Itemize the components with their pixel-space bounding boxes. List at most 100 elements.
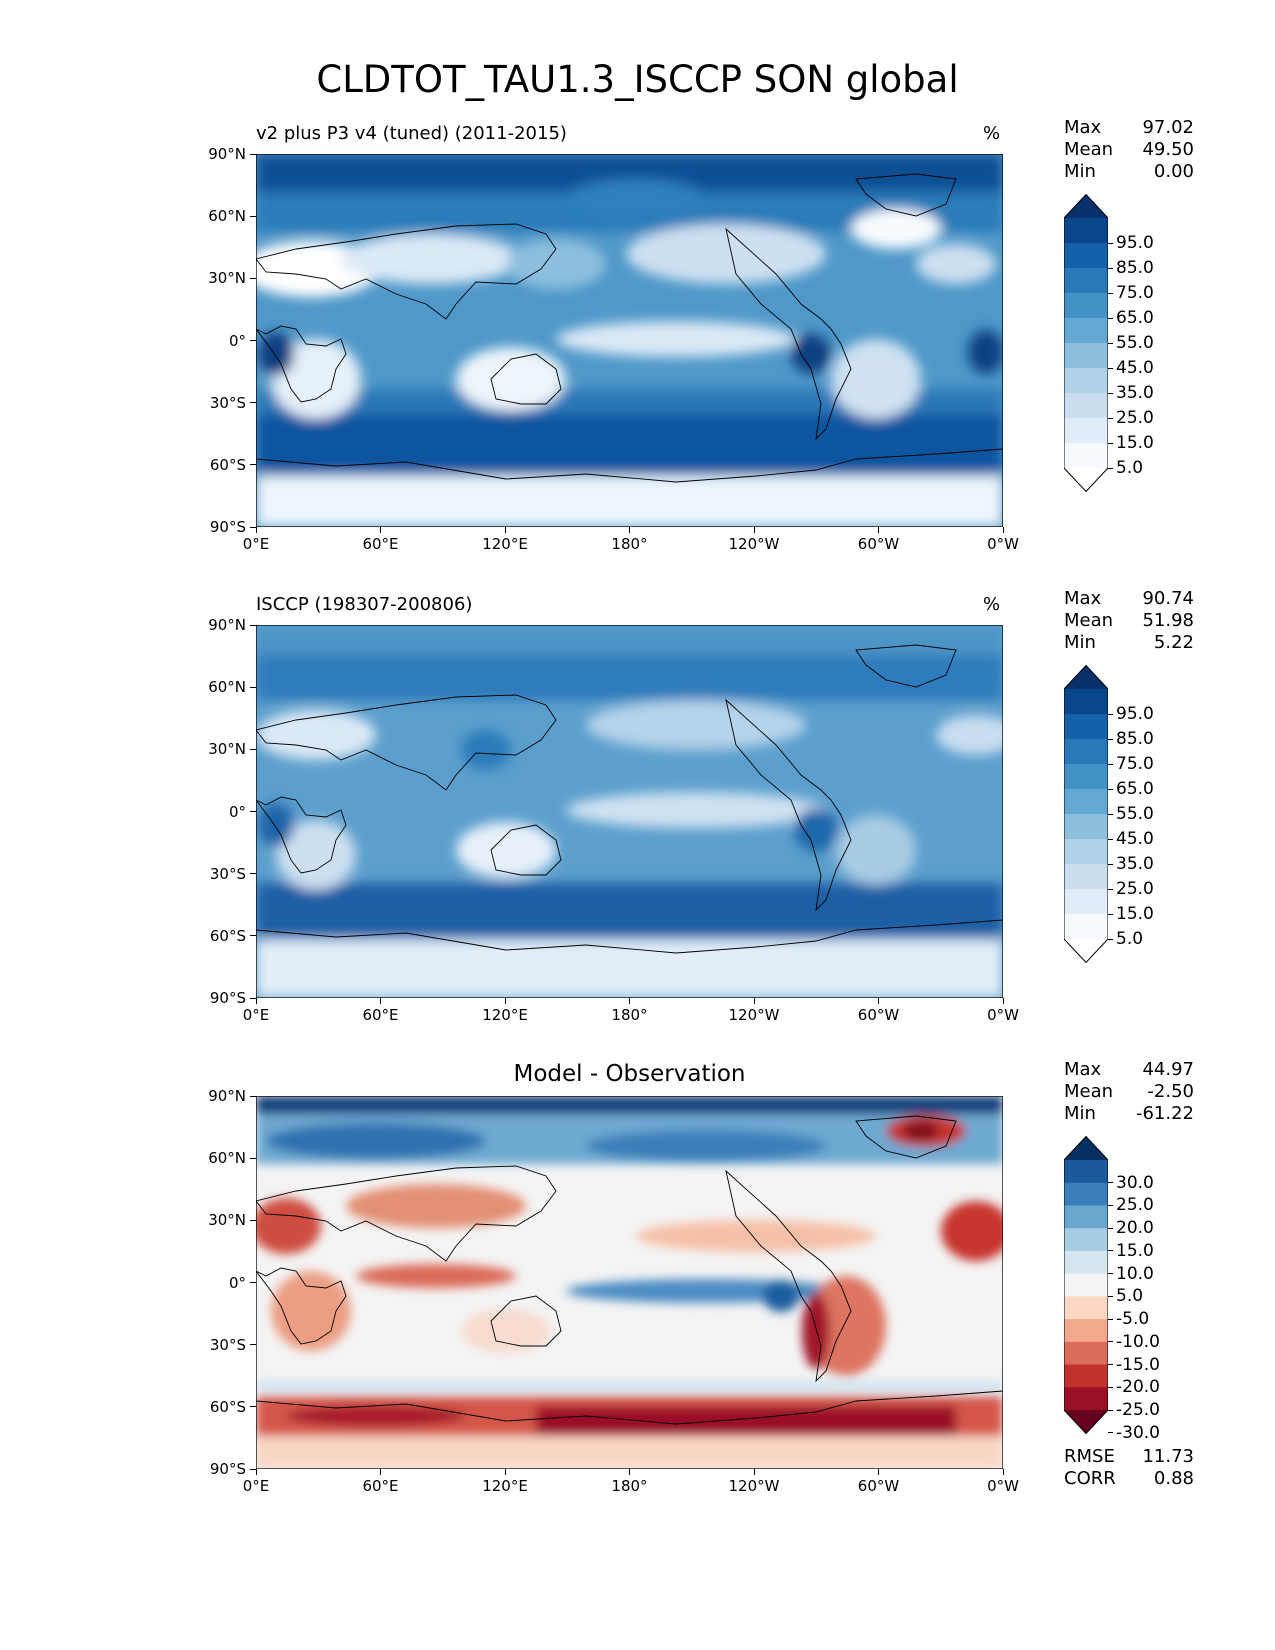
colorbar-tick [1108,1204,1113,1206]
colorbar-tick [1108,1386,1113,1388]
stat-rmse: RMSE 11.73 [1064,1446,1194,1467]
y-tick-mark [250,935,256,937]
x-tick-label: 60°E [362,1006,399,1024]
colorbar-tick [1108,1273,1113,1275]
panel-2-colorbar [1063,664,1109,967]
colorbar-tick [1108,1341,1113,1343]
y-tick-label: 90°S [209,989,246,1007]
colorbar-tick [1108,1318,1113,1320]
colorbar-svg [1063,664,1109,964]
panel-1-colorbar [1063,193,1109,496]
x-tick-label: 120°E [482,535,528,553]
colorbar-tick [1108,1432,1113,1434]
y-tick-label: 30°S [209,1335,246,1354]
y-tick-label: 30°N [208,1211,246,1230]
colorbar-label: 95.0 [1116,233,1154,253]
panel-1-stats: Max 97.02 Mean 49.50 Min 0.00 [1064,117,1194,183]
y-tick-mark [250,340,256,341]
y-tick-mark [250,402,256,404]
colorbar-tick [1108,417,1113,419]
y-tick-label: 90°S [209,518,246,536]
colorbar-band [1064,393,1108,419]
colorbar-tick [1108,863,1113,865]
colorbar-band [1064,243,1108,269]
colorbar-band [1064,714,1108,740]
y-tick-mark [250,1282,256,1283]
colorbar-label: 5.0 [1116,1286,1144,1307]
coastlines [256,644,1003,954]
y-tick-mark [250,526,256,528]
x-tick-mark [504,1469,506,1475]
colorbar-label: -20.0 [1116,1377,1160,1398]
colorbar-band [1064,1205,1108,1229]
y-tick-mark [250,873,256,875]
colorbar-label: -5.0 [1116,1309,1150,1330]
colorbar-label: 65.0 [1116,308,1154,328]
y-tick-label: 30°N [208,740,246,759]
colorbar-band [1064,889,1108,915]
y-tick-label: 0° [228,1273,246,1292]
x-tick-label: 0°W [987,535,1019,553]
colorbar-tick [1108,1295,1113,1297]
colorbar-tick [1108,267,1113,269]
stat-mean: Mean 49.50 [1064,139,1194,160]
x-tick-label: 0°E [242,1477,270,1495]
colorbar-band [1064,443,1108,469]
panel-2-units: % [983,594,1001,615]
y-tick-label: 30°S [209,864,246,883]
colorbar-extend-max [1064,1136,1108,1160]
colorbar-tick [1108,467,1113,469]
y-tick-label: 60°S [209,1397,246,1416]
colorbar-tick [1108,342,1113,344]
x-tick-mark [629,1469,630,1475]
x-tick-mark [753,527,755,533]
coastlines [256,1115,1003,1425]
colorbar-band [1064,764,1108,790]
colorbar-band [1064,864,1108,890]
colorbar-label: 45.0 [1116,829,1154,849]
x-tick-mark [504,998,506,1004]
colorbar-label: 20.0 [1116,1218,1154,1239]
colorbar-band [1064,1341,1108,1366]
colorbar-band [1064,839,1108,865]
x-tick-label: 120°E [482,1477,528,1495]
colorbar-band [1064,418,1108,444]
colorbar-tick [1108,713,1113,715]
colorbar-label: 55.0 [1116,804,1154,824]
colorbar-label: 85.0 [1116,729,1154,749]
colorbar-extend-min [1064,468,1108,492]
colorbar-label: -10.0 [1116,1331,1160,1352]
y-tick-mark [250,277,256,279]
colorbar-tick [1108,442,1113,444]
y-tick-label: 60°S [209,455,246,474]
x-tick-label: 60°W [857,1477,900,1495]
y-tick-label: 90°N [208,616,246,634]
x-tick-label: 60°W [857,535,900,553]
x-tick-mark [629,527,630,533]
colorbar-label: 65.0 [1116,779,1154,799]
colorbar-band [1064,368,1108,394]
x-tick-mark [380,527,381,533]
cloud-field [256,625,1003,998]
y-tick-mark [250,215,256,217]
x-tick-label: 0°W [987,1477,1019,1495]
colorbar-label: 5.0 [1116,458,1144,478]
colorbar-tick [1108,367,1113,369]
colorbar-label: -15.0 [1116,1354,1160,1375]
colorbar-tick [1108,938,1113,940]
colorbar-band [1064,318,1108,344]
x-tick-mark [629,998,630,1004]
x-tick-mark [1002,527,1004,533]
x-tick-mark [753,1469,755,1475]
colorbar-tick [1108,1409,1113,1411]
x-tick-label: 0°E [242,1006,270,1024]
colorbar-label: 25.0 [1116,879,1154,899]
colorbar-tick [1108,838,1113,840]
x-tick-mark [255,1469,257,1475]
x-tick-label: 180° [611,535,648,553]
colorbar-tick [1108,763,1113,765]
panel-1-map [256,154,1003,527]
colorbar-band [1064,343,1108,369]
colorbar-band [1064,1364,1108,1388]
x-tick-label: 60°E [362,1477,399,1495]
